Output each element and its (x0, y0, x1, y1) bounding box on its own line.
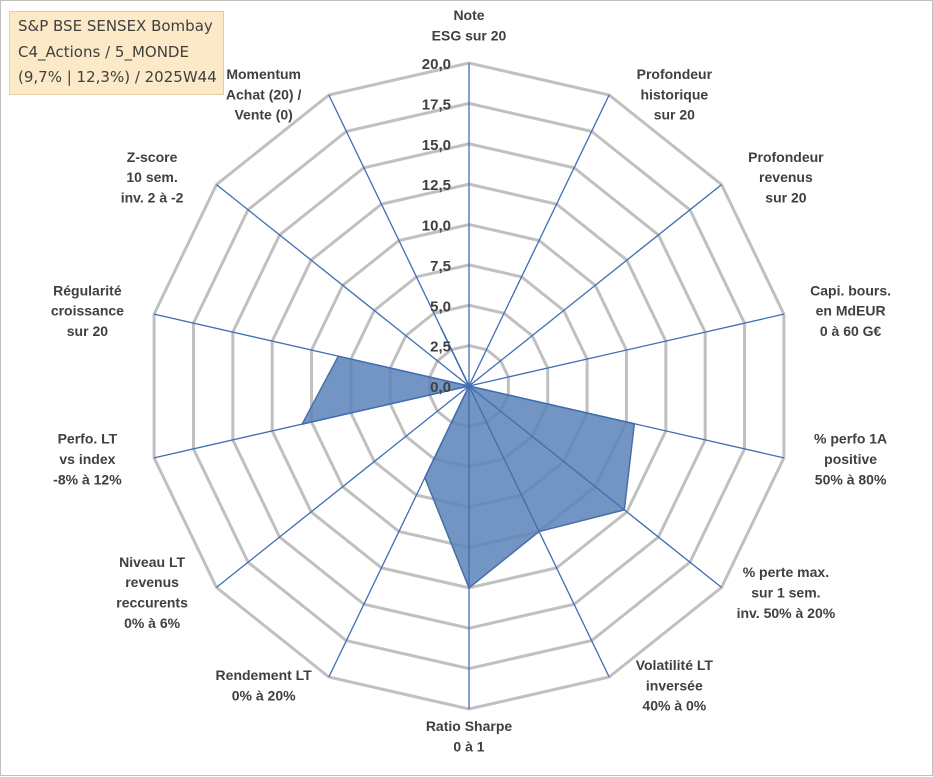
axis-label: Capi. bours. en MdEUR 0 à 60 G€ (810, 282, 891, 339)
label-layer: Note ESG sur 20 Profondeur historique sur 20… (51, 7, 891, 754)
axis-spoke (216, 184, 470, 387)
axis-label: % perte max. sur 1 sem. inv. 50% à 20% (737, 564, 836, 621)
axis-spoke (153, 313, 470, 387)
axis-spoke (153, 385, 470, 459)
axis-spoke (468, 385, 610, 678)
axis-label: Rendement LT 0% à 20% (216, 667, 313, 703)
tick-label: 7,5 (430, 258, 451, 275)
tick-label: 10,0 (422, 218, 451, 235)
tick-label: 17,5 (422, 96, 451, 113)
axis-label: % perfo 1A positive 50% à 80% (814, 430, 887, 487)
tick-label: 15,0 (422, 137, 451, 154)
title-line-2: C4_Actions / 5_MONDE (18, 42, 189, 61)
axis-spoke (468, 385, 722, 588)
axis-spoke (468, 313, 785, 387)
title-line-3: (9,7% | 12,3%) / 2025W44 (18, 68, 217, 86)
tick-label: 0,0 (430, 379, 451, 396)
axis-spoke (328, 385, 470, 678)
axis-label: Momentum Achat (20) / Vente (0) (226, 66, 302, 123)
axis-label: Profondeur historique sur 20 (637, 66, 713, 123)
title-line-1: S&P BSE SENSEX Bombay (18, 17, 213, 35)
axis-label: Profondeur revenus sur 20 (748, 149, 824, 206)
spoke-layer (153, 63, 785, 709)
tick-layer: 0,0 2,5 5,0 7,5 10,0 12,5 15,0 17,5 20,0 (422, 56, 451, 396)
axis-spoke (468, 184, 722, 387)
tick-label: 5,0 (430, 298, 451, 315)
axis-spoke (216, 385, 470, 588)
series-area (300, 327, 636, 590)
axis-label: Niveau LT revenus reccurents 0% à 6% (116, 554, 188, 631)
axis-label: Z-score 10 sem. inv. 2 à -2 (121, 149, 184, 206)
chart-title: S&P BSE SENSEX Bombay C4_Actions / 5_MON… (9, 11, 224, 95)
axis-spoke (468, 94, 610, 387)
axis-spoke (328, 94, 470, 387)
axis-label: Perfo. LT vs index -8% à 12% (53, 430, 122, 487)
axis-label: Note ESG sur 20 (432, 7, 507, 43)
tick-label: 2,5 (430, 339, 451, 356)
axis-spoke (468, 385, 785, 459)
tick-label: 20,0 (422, 56, 451, 73)
tick-label: 12,5 (422, 177, 451, 194)
axis-label: Régularité croissance sur 20 (51, 282, 124, 339)
axis-label: Ratio Sharpe 0 à 1 (426, 718, 513, 754)
series-layer (300, 327, 636, 590)
axis-label: Volatilité LT inversée 40% à 0% (636, 657, 714, 714)
